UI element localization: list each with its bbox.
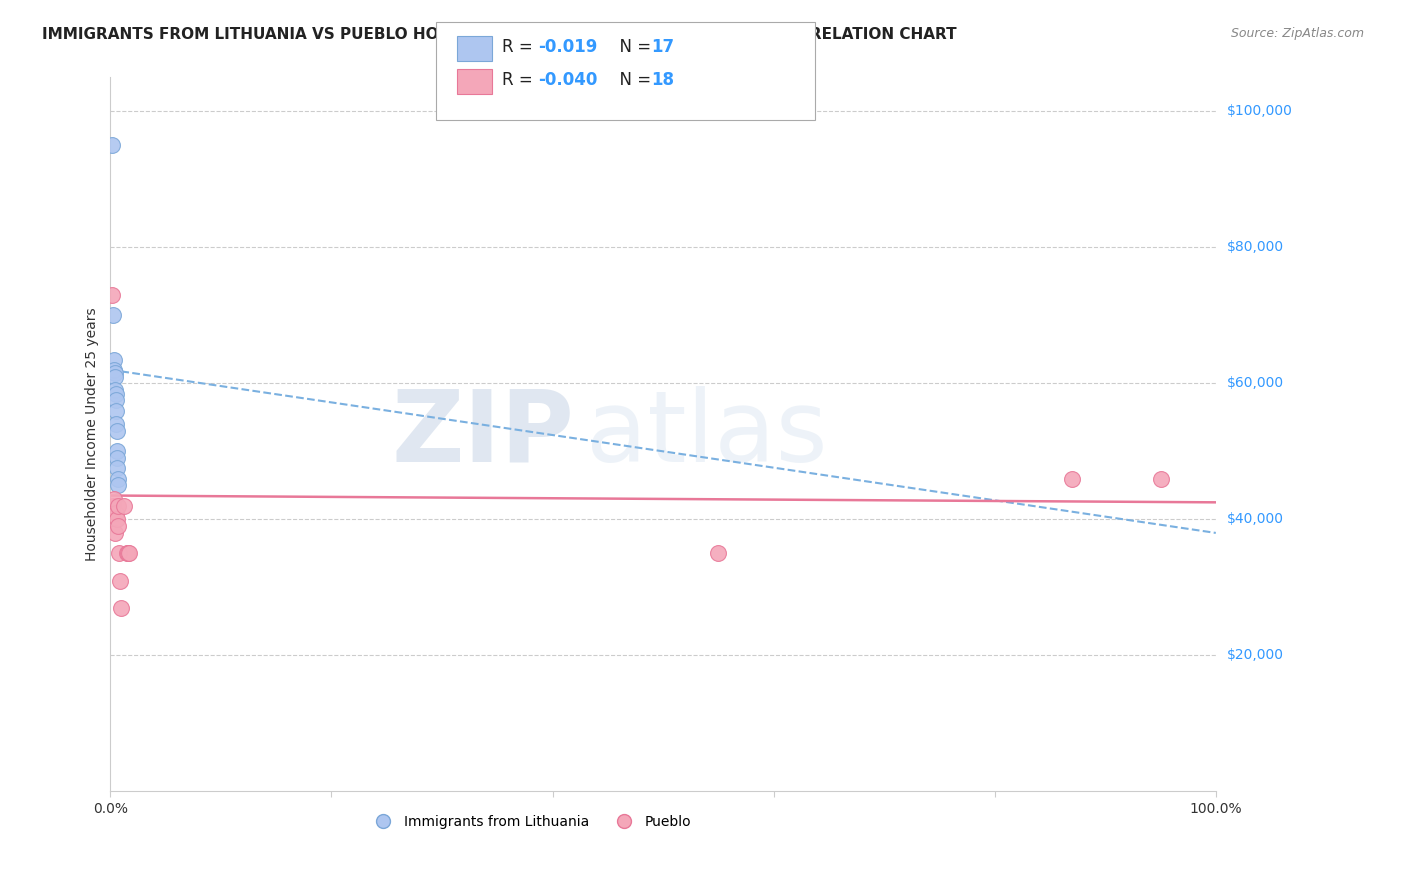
Text: R =: R = [502,38,543,56]
Point [108,546,131,560]
Point [107,519,129,533]
Point [115,546,138,560]
Point [118,546,141,560]
Text: Source: ZipAtlas.com: Source: ZipAtlas.com [1230,27,1364,40]
Point [101,309,124,323]
Point [104,506,127,520]
Point [107,478,129,492]
Text: 17: 17 [651,38,673,56]
Point [101,499,124,513]
Text: $20,000: $20,000 [1227,648,1284,662]
Text: -0.040: -0.040 [538,71,598,89]
Point [100,138,122,153]
Point [105,512,128,526]
Point [105,444,128,458]
Text: $80,000: $80,000 [1227,241,1284,254]
Point [1149,471,1171,485]
Text: $60,000: $60,000 [1227,376,1284,391]
Text: atlas: atlas [586,386,827,483]
Point [1062,471,1084,485]
Point [104,366,127,380]
Text: -0.019: -0.019 [538,38,598,56]
Point [107,499,129,513]
Point [110,574,132,588]
Point [103,352,125,367]
Y-axis label: Householder Income Under 25 years: Householder Income Under 25 years [86,308,100,561]
Point [104,417,127,432]
Point [103,363,125,377]
Point [105,461,128,475]
Text: N =: N = [609,38,657,56]
Point [112,499,135,513]
Point [107,471,129,485]
Point [104,369,127,384]
Point [105,451,128,466]
Text: N =: N = [609,71,657,89]
Point [100,288,122,302]
Point [104,393,127,408]
Text: ZIP: ZIP [392,386,575,483]
Point [707,546,730,560]
Point [104,525,127,540]
Point [110,600,132,615]
Point [104,386,127,401]
Text: IMMIGRANTS FROM LITHUANIA VS PUEBLO HOUSEHOLDER INCOME UNDER 25 YEARS CORRELATIO: IMMIGRANTS FROM LITHUANIA VS PUEBLO HOUS… [42,27,957,42]
Text: 18: 18 [651,71,673,89]
Text: $40,000: $40,000 [1227,512,1284,526]
Point [105,424,128,438]
Text: R =: R = [502,71,538,89]
Text: $100,000: $100,000 [1227,104,1292,119]
Point [103,491,125,506]
Point [104,403,127,417]
Point [104,383,127,397]
Legend: Immigrants from Lithuania, Pueblo: Immigrants from Lithuania, Pueblo [364,809,697,834]
Point [117,546,139,560]
